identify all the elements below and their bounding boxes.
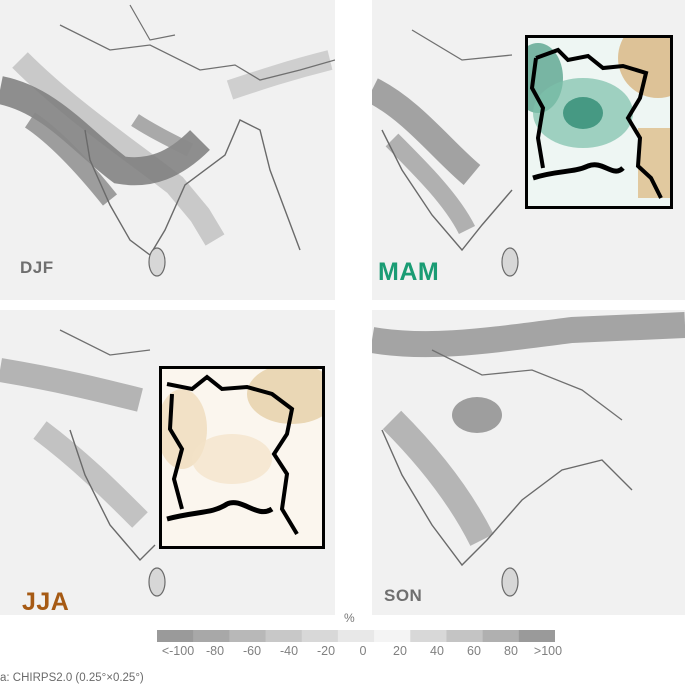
colorbar-segment	[374, 630, 411, 642]
map-mam	[372, 29, 519, 277]
colorbar	[157, 630, 555, 642]
colorbar-tick-label: 40	[430, 644, 444, 658]
colorbar-segment	[518, 630, 555, 642]
season-label-son: SON	[384, 586, 423, 605]
colorbar-segment	[193, 630, 230, 642]
map-son	[372, 312, 685, 597]
colorbar-ticks: <-100 -80 -60 -40 -20 0 20 40 60 80 >100	[0, 644, 685, 664]
colorbar-segment	[337, 630, 375, 642]
colorbar-tick-label: -40	[279, 644, 299, 658]
colorbar-segment	[301, 630, 339, 642]
colorbar-tick-label: -60	[242, 644, 262, 658]
colorbar-tick-label: -80	[205, 644, 225, 658]
season-label-mam: MAM	[378, 258, 440, 286]
map-djf	[0, 4, 335, 277]
colorbar-segment	[265, 630, 303, 642]
colorbar-segment	[229, 630, 267, 642]
colorbar-tick-label: 0	[359, 644, 367, 658]
map-panel-djf	[0, 0, 335, 300]
colorbar-segment	[446, 630, 484, 642]
inset-map-jja	[159, 366, 325, 549]
colorbar-tick-label: <-100	[161, 644, 195, 658]
inset-jja-map	[162, 369, 322, 546]
colorbar-segment	[410, 630, 447, 642]
colorbar-unit: %	[344, 611, 355, 625]
season-label-jja: JJA	[22, 588, 70, 616]
data-source-note: a: CHIRPS2.0 (0.25°×0.25°)	[0, 672, 144, 684]
map-jja	[0, 329, 166, 597]
colorbar-segment	[482, 630, 520, 642]
inset-map-mam	[525, 35, 673, 209]
colorbar-segment	[157, 630, 194, 642]
inset-mam-map	[528, 38, 670, 206]
colorbar-tick-label: 60	[467, 644, 481, 658]
map-panel-son	[372, 310, 685, 615]
season-label-djf: DJF	[20, 258, 54, 277]
colorbar-tick-label: 20	[393, 644, 407, 658]
colorbar-tick-label: >100	[533, 644, 563, 658]
colorbar-tick-label: -20	[316, 644, 336, 658]
colorbar-tick-label: 80	[504, 644, 518, 658]
